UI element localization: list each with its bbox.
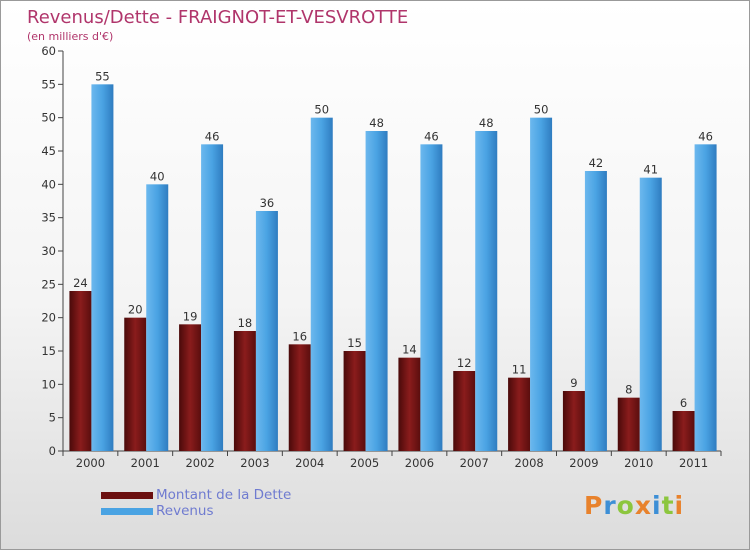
data-label-dette: 6 [680,396,687,410]
bar-revenus [694,144,717,452]
x-tick-label: 2000 [76,456,105,470]
y-tick-label: 35 [41,211,56,225]
y-tick-label: 30 [41,244,56,258]
legend-swatch-revenus [101,507,153,515]
y-tick-label: 10 [41,377,56,391]
bar-dette [617,397,640,451]
logo-letter: P [584,491,604,520]
data-label-revenus: 40 [150,169,165,183]
logo-letter: x [634,491,652,520]
bar-dette [233,331,256,451]
x-tick-label: 2004 [295,456,324,470]
data-label-dette: 14 [402,343,417,357]
bar-revenus [255,211,278,451]
bar-dette [179,324,202,451]
legend-label-revenus: Revenus [156,503,214,519]
legend: Montant de la Dette Revenus [101,487,291,519]
bar-revenus [365,131,388,451]
y-tick-label: 25 [41,277,56,291]
data-label-dette: 18 [238,316,253,330]
bar-dette [672,411,695,451]
y-tick-label: 15 [41,344,56,358]
data-label-dette: 8 [625,383,632,397]
logo-letter: o [616,491,635,520]
x-tick-label: 2003 [240,456,269,470]
proxiti-logo: Proxiti [584,491,684,520]
data-label-revenus: 42 [589,156,604,170]
legend-item-dette: Montant de la Dette [101,487,291,503]
y-tick-label: 5 [49,411,56,425]
x-tick-label: 2002 [185,456,214,470]
y-tick-label: 40 [41,177,56,191]
y-tick-label: 20 [41,311,56,325]
y-tick-label: 55 [41,77,56,91]
data-label-revenus: 55 [95,69,110,83]
bar-dette [343,351,366,451]
legend-item-revenus: Revenus [101,503,291,519]
chart-title: Revenus/Dette - FRAIGNOT-ET-VESVROTTE [27,7,409,28]
bar-revenus [530,117,553,452]
data-label-revenus: 48 [369,116,384,130]
chart-subtitle: (en milliers d'€) [27,30,114,43]
x-tick-label: 2005 [350,456,379,470]
x-tick-label: 2011 [679,456,708,470]
data-label-dette: 12 [457,356,472,370]
y-tick-label: 60 [41,44,56,58]
y-tick-label: 0 [49,444,56,458]
bar-dette [508,377,531,451]
data-label-revenus: 50 [534,103,549,117]
logo-letter: i [674,491,685,520]
bar-revenus [420,144,443,452]
bar-revenus [475,131,498,451]
bar-dette [562,391,585,451]
y-tick-label: 50 [41,111,56,125]
logo-letter: i [652,491,662,520]
data-label-revenus: 41 [643,163,658,177]
bar-revenus [584,171,607,451]
bar-revenus [91,84,114,451]
bar-dette [69,291,92,451]
data-label-dette: 19 [183,309,198,323]
data-label-revenus: 36 [260,196,275,210]
data-label-revenus: 46 [698,129,713,143]
x-tick-label: 2008 [514,456,543,470]
data-label-revenus: 46 [205,129,220,143]
bar-revenus [310,117,333,452]
x-tick-label: 2007 [460,456,489,470]
bar-dette [288,344,311,451]
data-label-revenus: 50 [314,103,329,117]
legend-label-dette: Montant de la Dette [156,487,292,503]
logo-letter: t [661,491,675,520]
data-label-dette: 16 [292,329,307,343]
x-tick-label: 2001 [131,456,160,470]
bar-revenus [639,177,662,451]
x-tick-label: 2006 [405,456,434,470]
bar-dette [453,371,476,451]
bar-dette [398,357,421,451]
data-label-dette: 20 [128,303,143,317]
data-label-revenus: 48 [479,116,494,130]
bar-dette [124,317,147,451]
data-label-dette: 9 [570,376,577,390]
x-tick-label: 2010 [624,456,653,470]
bar-revenus [201,144,224,452]
data-label-dette: 15 [347,336,362,350]
data-label-dette: 24 [73,276,88,290]
logo-letter: r [603,491,617,520]
data-label-dette: 11 [512,363,527,377]
x-tick-label: 2009 [569,456,598,470]
data-label-revenus: 46 [424,129,439,143]
y-tick-label: 45 [41,144,56,158]
bar-revenus [146,184,169,452]
legend-swatch-dette [101,491,153,499]
